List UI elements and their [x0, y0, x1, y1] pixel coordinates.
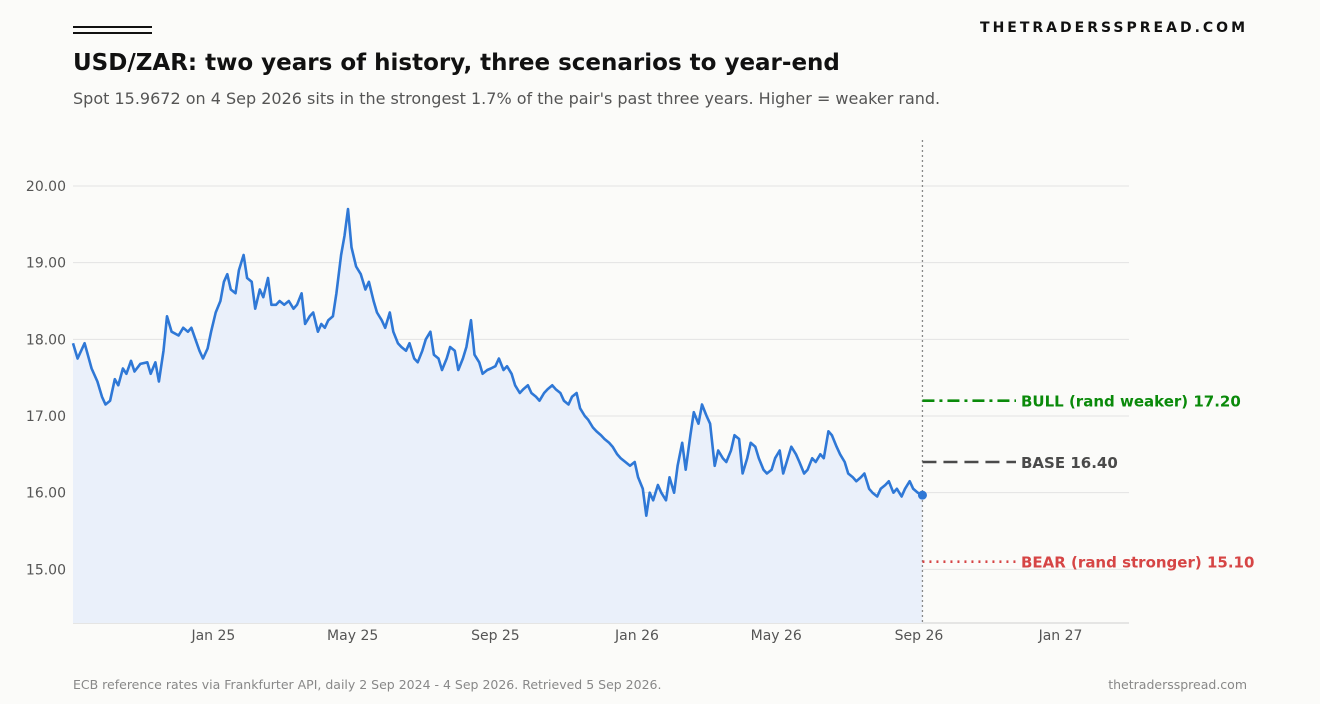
x-tick-label: Jan 25	[190, 628, 235, 644]
y-tick-label: 17.00	[26, 409, 66, 425]
y-tick-label: 15.00	[26, 562, 66, 578]
x-tick-label: Sep 26	[895, 628, 944, 644]
chart-title: USD/ZAR: two years of history, three sce…	[73, 50, 840, 76]
x-tick-label: May 26	[751, 628, 802, 644]
y-tick-label: 19.00	[26, 256, 66, 272]
history-area	[73, 209, 923, 623]
source-note: ECB reference rates via Frankfurter API,…	[73, 677, 662, 692]
y-tick-label: 18.00	[26, 332, 66, 348]
chart-subtitle: Spot 15.9672 on 4 Sep 2026 sits in the s…	[73, 89, 941, 108]
history-line	[71, 207, 924, 517]
scenario-label-bear: BEAR (rand stronger) 15.10	[1021, 554, 1254, 572]
x-tick-label: May 25	[327, 628, 378, 644]
scenario-label-base: BASE 16.40	[1021, 454, 1118, 472]
x-tick-label: Sep 25	[471, 628, 520, 644]
header-rule	[73, 26, 152, 34]
y-tick-label: 20.00	[26, 179, 66, 195]
x-tick-label: Jan 27	[1038, 628, 1083, 644]
y-tick-label: 16.00	[26, 486, 66, 502]
spot-marker	[917, 490, 927, 500]
footer-site: thetradersspread.com	[1108, 677, 1247, 692]
brand-name: THETRADERSSPREAD.COM	[980, 20, 1248, 36]
scenario-label-bull: BULL (rand weaker) 17.20	[1021, 393, 1241, 411]
x-tick-label: Jan 26	[614, 628, 659, 644]
